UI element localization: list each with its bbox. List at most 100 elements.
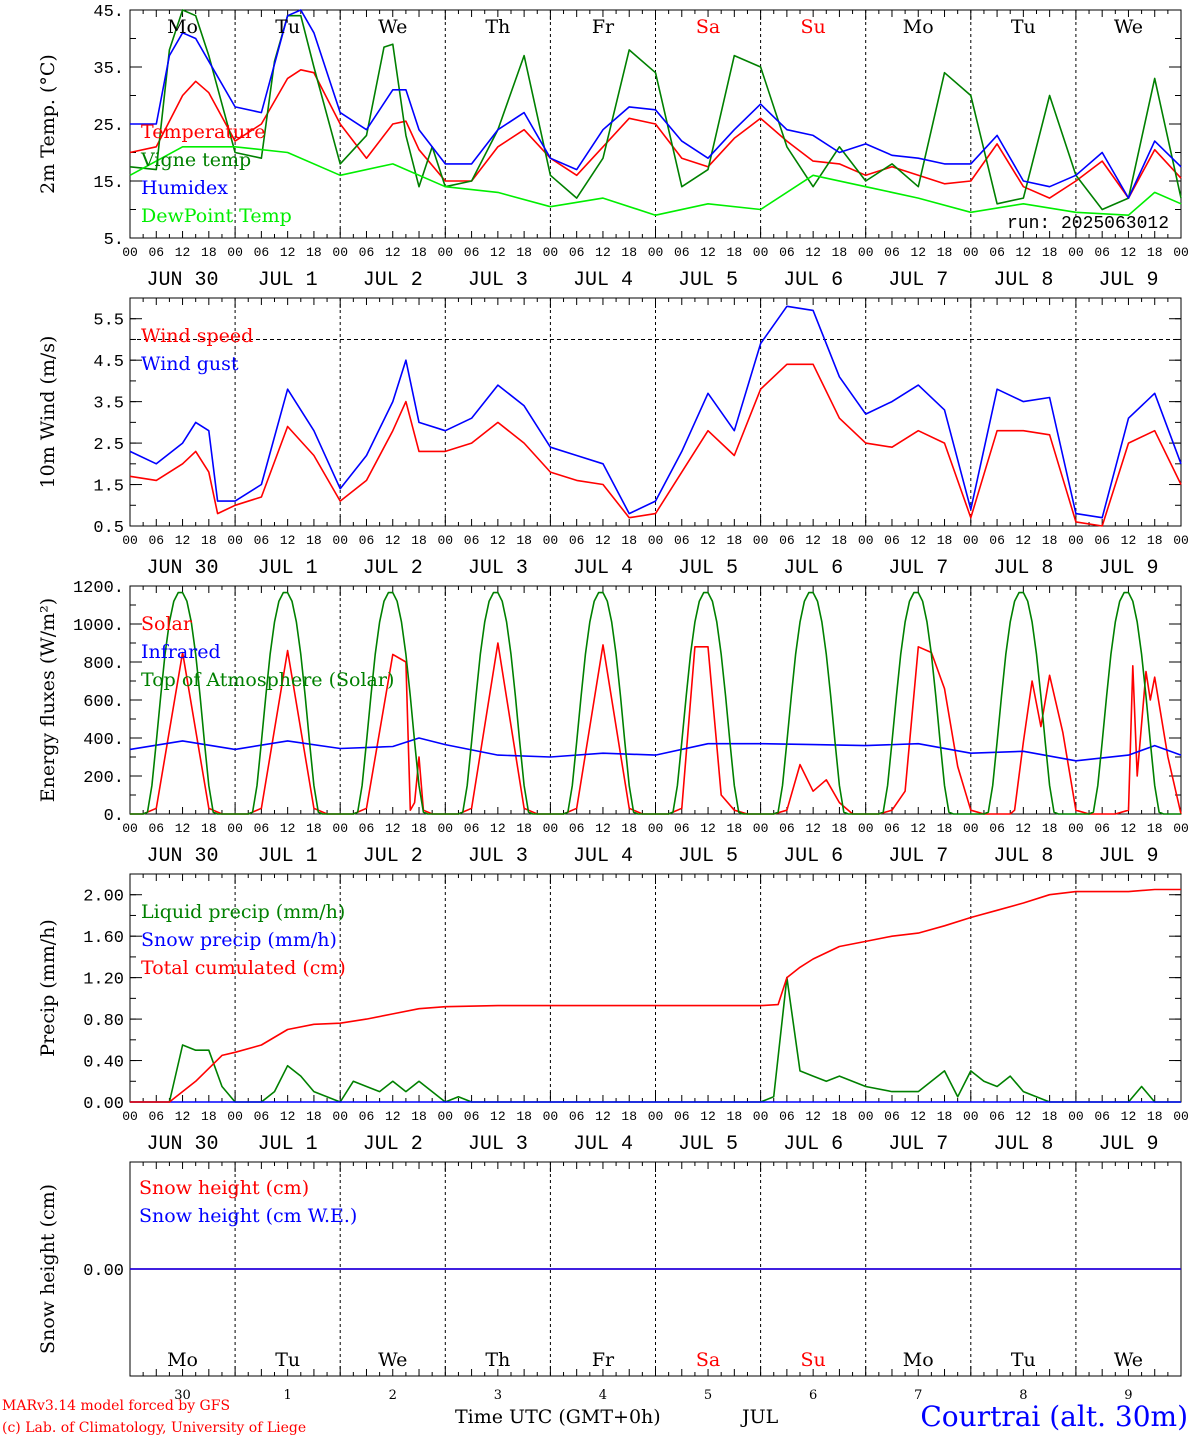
hour-label: 18 xyxy=(727,1109,743,1124)
date-label: JUN 30 xyxy=(147,269,219,292)
series-line xyxy=(129,69,1182,199)
hour-label: 06 xyxy=(148,245,164,260)
series-line xyxy=(130,888,1181,1103)
hour-label: 18 xyxy=(621,245,637,260)
weekday-label: We xyxy=(378,16,407,38)
date-label: JUL 4 xyxy=(573,1133,633,1156)
hour-label: 18 xyxy=(621,821,637,836)
y-tick-label: 1.5 xyxy=(93,478,124,497)
hour-label: 00 xyxy=(648,245,664,260)
hour-label: 00 xyxy=(963,245,979,260)
date-label: JUL 3 xyxy=(468,1133,528,1156)
hour-label: 06 xyxy=(464,1109,480,1124)
hour-label: 06 xyxy=(674,245,690,260)
weekday-label: Fr xyxy=(592,16,615,38)
hour-label: 06 xyxy=(464,533,480,548)
hour-label: 06 xyxy=(254,245,270,260)
weekday-label: We xyxy=(1114,16,1143,38)
hour-label: 00 xyxy=(648,1109,664,1124)
date-label: JUL 4 xyxy=(573,557,633,580)
hour-label: 18 xyxy=(201,1109,217,1124)
y-tick-label: 45. xyxy=(93,3,124,22)
date-label: JUL 2 xyxy=(363,269,423,292)
hour-label: 12 xyxy=(595,533,611,548)
model-credit: MARv3.14 model forced by GFS xyxy=(2,1398,231,1414)
hour-label: 06 xyxy=(254,821,270,836)
hour-label: 06 xyxy=(779,1109,795,1124)
hour-label: 00 xyxy=(963,1109,979,1124)
legend-entry: Snow precip (mm/h) xyxy=(141,929,337,951)
hour-label: 06 xyxy=(148,821,164,836)
date-label: JUL 2 xyxy=(363,845,423,868)
hour-label: 12 xyxy=(910,245,926,260)
hour-label: 06 xyxy=(989,1109,1005,1124)
date-label: JUL 9 xyxy=(1098,845,1158,868)
y-axis-label: 2m Temp. (°C) xyxy=(37,54,59,194)
series-line xyxy=(129,305,1182,519)
date-label: JUL 5 xyxy=(678,1133,738,1156)
hour-label: 00 xyxy=(1068,821,1084,836)
hour-label: 00 xyxy=(858,533,874,548)
date-label: JUL 5 xyxy=(678,845,738,868)
y-tick-label: 1.60 xyxy=(83,929,124,948)
y-axis-label: 10m Wind (m/s) xyxy=(37,336,59,489)
chart-panel-2: 5.5 4.5 3.5 2.5 1.5 0.5 10m Wind (m/s) Wind spe… xyxy=(37,297,1189,580)
hour-label: 06 xyxy=(779,533,795,548)
hour-label: 06 xyxy=(254,1109,270,1124)
day-number-label: 9 xyxy=(1124,1388,1132,1403)
hour-label: 06 xyxy=(884,821,900,836)
date-label: JUL 6 xyxy=(783,1133,843,1156)
hour-label: 18 xyxy=(621,533,637,548)
weekday-label: Sa xyxy=(696,16,720,38)
hour-label: 06 xyxy=(884,1109,900,1124)
y-tick-label: 5. xyxy=(104,231,124,250)
legend-entry: Snow height (cm) xyxy=(139,1177,309,1199)
date-label: JUL 3 xyxy=(468,845,528,868)
date-label: JUN 30 xyxy=(147,845,219,868)
day-number-label: 3 xyxy=(494,1388,502,1403)
chart-panel-5: 0.00 Snow height (cm) Snow height (cm) Snow… xyxy=(37,1161,1182,1403)
hour-label: 00 xyxy=(858,245,874,260)
hour-label: 06 xyxy=(569,533,585,548)
date-label: JUL 9 xyxy=(1098,1133,1158,1156)
hour-label: 00 xyxy=(753,533,769,548)
y-tick-label: 0.40 xyxy=(83,1054,124,1073)
date-label: JUL 7 xyxy=(888,845,948,868)
weekday-label: Mo xyxy=(167,1349,198,1371)
hour-label: 12 xyxy=(700,1109,716,1124)
hour-label: 18 xyxy=(1147,245,1163,260)
hour-label: 18 xyxy=(727,245,743,260)
hour-label: 18 xyxy=(1042,245,1058,260)
hour-label: 12 xyxy=(280,533,296,548)
y-axis-label: Energy fluxes (W/m²) xyxy=(37,598,59,802)
hour-label: 12 xyxy=(385,245,401,260)
run-note: run: 2025063012 xyxy=(1007,214,1169,234)
hour-label: 18 xyxy=(832,1109,848,1124)
hour-label: 18 xyxy=(516,1109,532,1124)
y-tick-label: 5.5 xyxy=(93,312,124,331)
hour-label: 00 xyxy=(437,821,453,836)
date-label: JUL 4 xyxy=(573,269,633,292)
hour-label: 06 xyxy=(1094,1109,1110,1124)
hour-label: 18 xyxy=(937,533,953,548)
hour-label: 00 xyxy=(122,245,138,260)
hour-label: 00 xyxy=(437,245,453,260)
legend-entry: Temperature xyxy=(141,121,265,143)
day-number-label: 8 xyxy=(1019,1388,1027,1403)
hour-label: 06 xyxy=(884,245,900,260)
hour-label: 18 xyxy=(1042,533,1058,548)
weekday-label: Su xyxy=(801,1349,826,1371)
hour-label: 18 xyxy=(411,1109,427,1124)
y-tick-label: 1200. xyxy=(73,579,124,598)
hour-label: 12 xyxy=(1121,245,1137,260)
y-axis-label: Snow height (cm) xyxy=(37,1184,59,1354)
legend-entry: Infrared xyxy=(141,641,221,663)
day-number-label: 1 xyxy=(284,1388,292,1403)
y-axis-label: Precip (mm/h) xyxy=(37,919,59,1057)
hour-label: 00 xyxy=(332,245,348,260)
y-tick-label: 0.80 xyxy=(83,1012,124,1031)
y-tick-label: 4.5 xyxy=(93,353,124,372)
date-label: JUL 7 xyxy=(888,269,948,292)
hour-label: 12 xyxy=(175,533,191,548)
hour-label: 00 xyxy=(122,1109,138,1124)
